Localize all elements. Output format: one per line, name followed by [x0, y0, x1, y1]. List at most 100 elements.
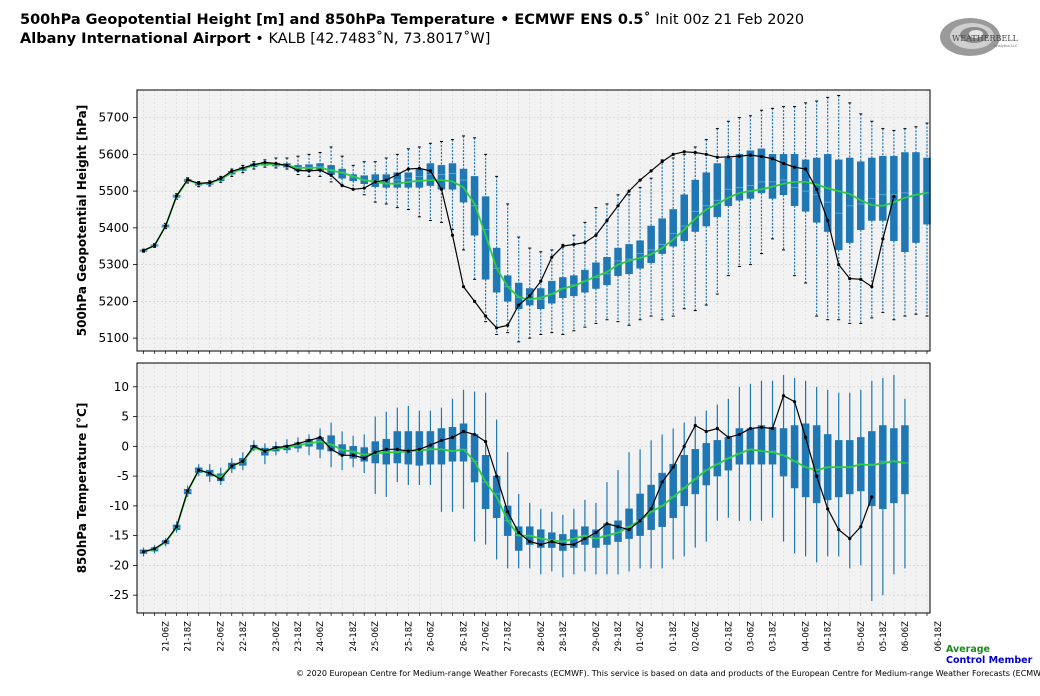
x-tick-label: 26-06Z — [426, 621, 436, 652]
z500-iqr-box — [658, 218, 666, 254]
x-tick-label: 03-06Z — [746, 621, 756, 652]
z500-control-point — [682, 150, 686, 154]
t850-control-point — [152, 547, 157, 551]
t850-iqr-box — [404, 431, 413, 465]
z500-control-point — [307, 169, 311, 173]
t850-iqr-box — [834, 440, 843, 498]
z500-ytick-label: 5100 — [98, 331, 129, 345]
z500-control-point — [186, 178, 190, 182]
t850-box — [779, 374, 788, 542]
z500-box — [746, 115, 755, 266]
t850-iqr-box — [901, 425, 909, 495]
z500-control-point — [837, 263, 841, 267]
z500-plot-area — [137, 90, 930, 351]
t850-iqr-box — [879, 425, 887, 510]
t850-control-point — [395, 447, 399, 451]
t850-control-point — [351, 453, 355, 457]
t850-ytick-label: -25 — [109, 588, 129, 602]
t850-iqr-box — [669, 463, 677, 519]
t850-control-point — [340, 453, 344, 457]
x-tick-label: 02-06Z — [691, 621, 701, 652]
x-tick-label: 22-18Z — [239, 621, 249, 652]
logo-subtext: Analytics LLC — [994, 44, 1018, 48]
z500-control-point — [781, 161, 786, 166]
z500-control-point — [792, 165, 797, 169]
location-info: • KALB [42.7483˚N, 73.8017˚W] — [255, 31, 491, 47]
z500-iqr-box — [879, 155, 887, 221]
t850-control-point — [362, 456, 366, 460]
z500-box — [702, 139, 711, 306]
z500-control-point — [417, 166, 421, 170]
z500-iqr-box — [801, 159, 810, 212]
z500-box — [846, 102, 854, 324]
z500-box — [404, 148, 413, 210]
z500-box — [735, 117, 744, 267]
t850-control-point — [241, 459, 245, 463]
t850-control-point — [506, 510, 510, 514]
t850-iqr-box — [801, 423, 810, 498]
z500-control-point — [737, 154, 742, 158]
x-tick-label: 03-18Z — [769, 621, 779, 652]
z500-box — [658, 159, 666, 321]
t850-ytick-label: 5 — [121, 410, 129, 424]
z500-control-point — [826, 218, 830, 223]
z500-iqr-box — [492, 247, 501, 293]
z500-iqr-box — [868, 157, 876, 221]
x-tick-label: 25-18Z — [404, 621, 414, 652]
t850-iqr-box — [868, 431, 876, 507]
z500-control-point — [340, 183, 344, 188]
z500-iqr-box — [702, 172, 711, 227]
z500-iqr-box — [823, 154, 832, 232]
z500-control-point — [881, 237, 885, 241]
z500-control-point — [395, 172, 399, 177]
t850-control-point — [804, 435, 808, 440]
z500-control-point — [230, 169, 234, 173]
z500-control-point — [726, 155, 730, 159]
z500-control-point — [197, 181, 201, 185]
z500-control-point — [693, 150, 697, 155]
t850-iqr-box — [393, 431, 402, 464]
z500-iqr-box — [448, 163, 457, 190]
z500-control-point — [483, 314, 488, 318]
chart-subtitle: Albany International Airport • KALB [42.… — [20, 31, 490, 47]
t850-control-point — [517, 531, 521, 535]
z500-box — [548, 249, 556, 334]
t850-ytick-label: -10 — [109, 499, 129, 513]
t850-iqr-box — [437, 428, 446, 465]
z500-control-point — [208, 181, 212, 185]
z500-box — [503, 203, 512, 334]
legend-average-label: Average — [946, 644, 990, 655]
z500-control-point — [848, 276, 852, 281]
t850-control-point — [428, 443, 433, 447]
z500-iqr-box — [680, 194, 688, 241]
z500-control-point — [815, 187, 819, 191]
z500-iqr-box — [647, 225, 655, 264]
t850-ytick-label: 0 — [121, 439, 129, 453]
z500-control-point — [704, 152, 708, 156]
t850-iqr-box — [779, 428, 788, 477]
location-name: Albany International Airport — [20, 31, 251, 47]
t850-control-point — [219, 477, 223, 481]
z500-average-line — [143, 162, 928, 301]
weatherbell-logo: WEATHERBELL Analytics LLC — [940, 18, 1019, 56]
z500-control-point — [506, 323, 510, 327]
t850-iqr-box — [790, 425, 799, 489]
z500-box — [868, 120, 876, 319]
z500-iqr-box — [503, 275, 512, 302]
legend-control-label: Control Member — [946, 655, 1033, 666]
x-tick-label: 25-06Z — [371, 621, 381, 652]
t850-control-point — [483, 439, 488, 444]
z500-box — [393, 153, 402, 209]
z500-control-point — [241, 166, 245, 170]
legend-control: Control Member — [946, 655, 1032, 666]
t850-control-point — [263, 449, 267, 453]
z500-box — [801, 102, 810, 284]
t850-iqr-box — [812, 425, 821, 504]
t850-iqr-box — [625, 508, 633, 539]
z500-control-point — [539, 279, 543, 283]
z500-control-point — [671, 152, 675, 156]
t850-control-point — [274, 445, 278, 450]
z500-control-point — [384, 178, 388, 182]
logo-text: WEATHERBELL — [952, 34, 1019, 43]
z500-box — [757, 109, 766, 255]
